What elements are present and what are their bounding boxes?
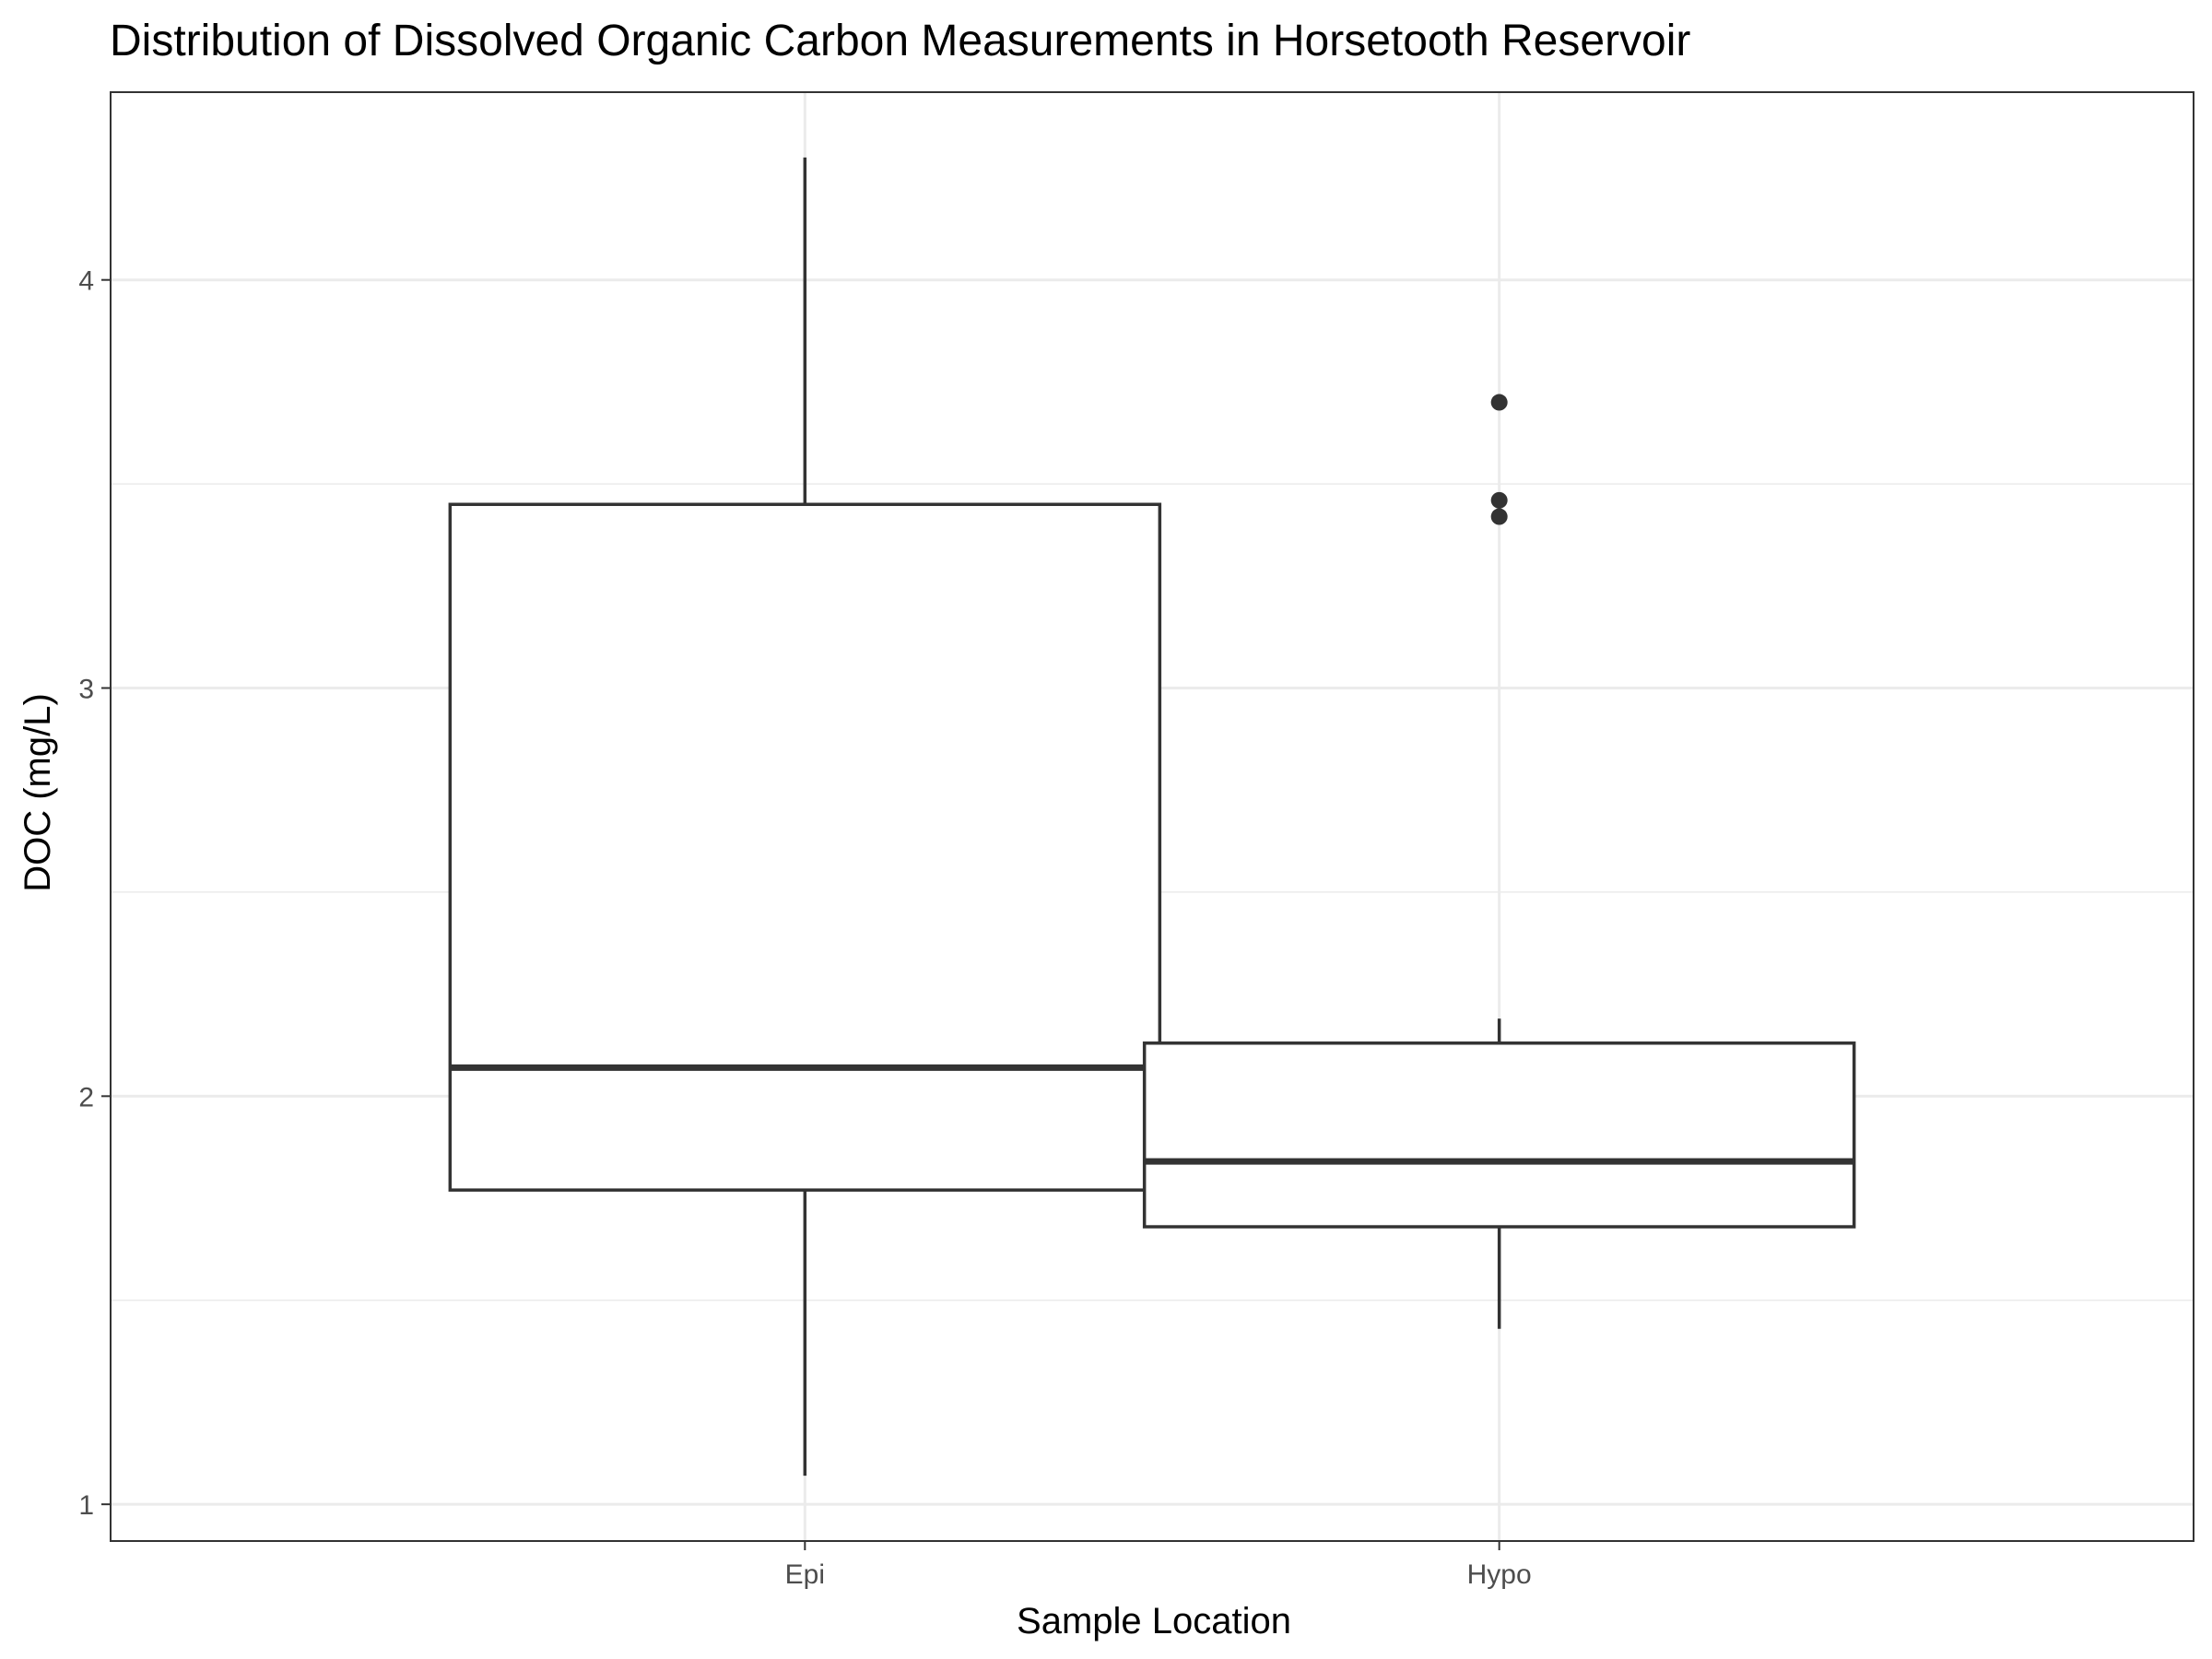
x-tick-label: Hypo	[1467, 1559, 1532, 1590]
box-epi	[448, 157, 1162, 1477]
x-tick-label: Epi	[785, 1559, 825, 1590]
outlier-point	[1490, 491, 1508, 509]
boxes	[448, 157, 1856, 1477]
y-axis: 1 2 3 4	[78, 266, 111, 1521]
outlier-point	[1490, 508, 1508, 525]
chart-title: Distribution of Dissolved Organic Carbon…	[110, 17, 1690, 65]
y-tick-label: 1	[78, 1490, 94, 1521]
x-axis: Epi Hypo	[785, 1541, 1532, 1590]
x-axis-label: Sample Location	[1017, 1601, 1291, 1641]
y-tick-label: 3	[78, 675, 94, 705]
box-hypo	[1142, 394, 1856, 1329]
iqr-box	[1142, 1041, 1856, 1229]
panel-border	[110, 91, 2194, 1542]
y-tick-label: 4	[78, 266, 94, 297]
iqr-box	[448, 502, 1162, 1192]
y-axis-label: DOC (mg/L)	[18, 693, 58, 892]
outlier-point	[1490, 394, 1508, 411]
y-tick-label: 2	[78, 1082, 94, 1112]
